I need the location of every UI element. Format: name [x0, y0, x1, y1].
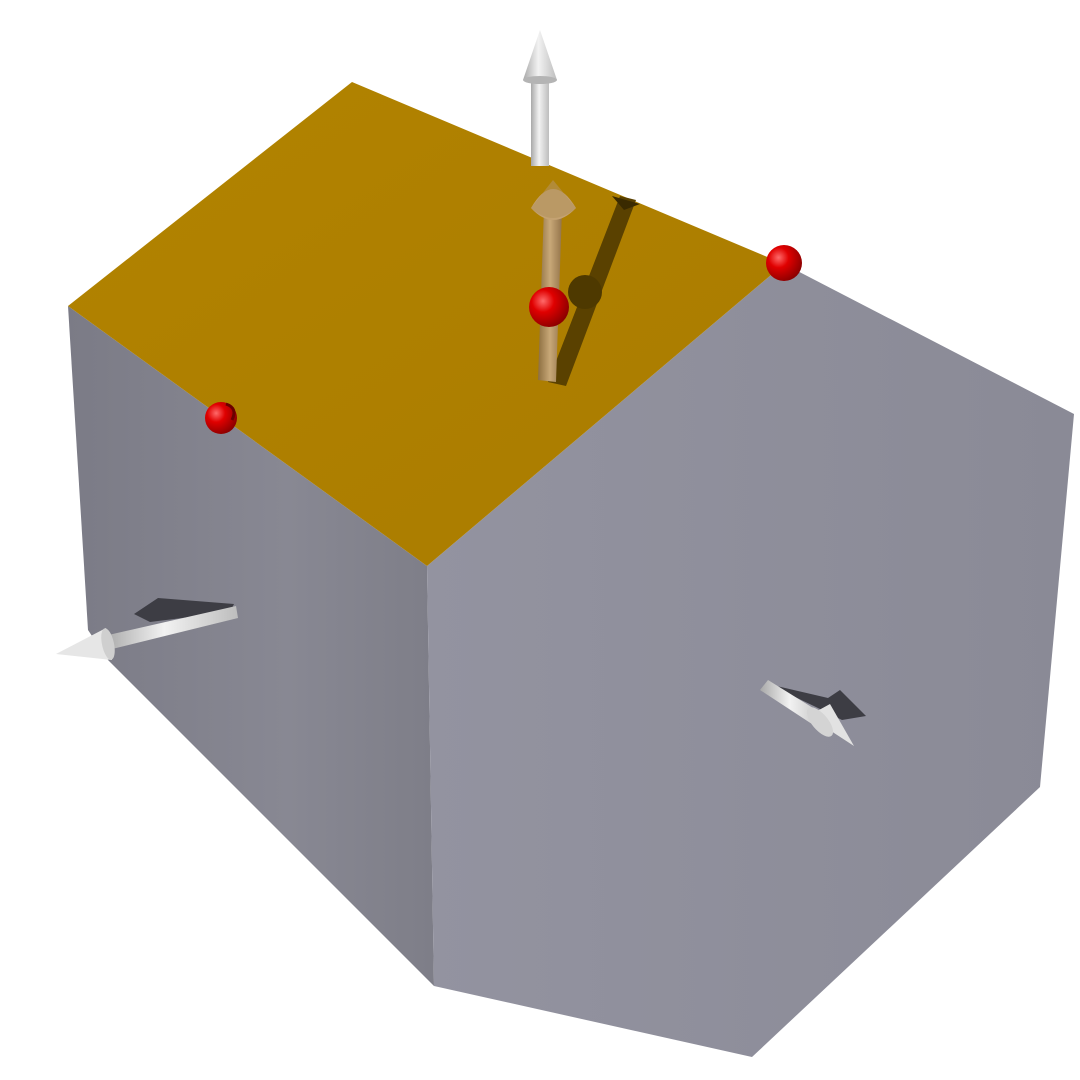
cube-mesh[interactable] [68, 82, 1074, 1057]
cube-face-right[interactable] [427, 264, 1074, 1057]
normal-arrow-right[interactable] [760, 680, 866, 746]
red-vertex-points[interactable] [205, 245, 802, 434]
cube-face-top[interactable] [68, 82, 784, 566]
cube-face-left[interactable] [68, 306, 434, 986]
vertex-point[interactable] [766, 245, 802, 281]
top-arrow-shadow [548, 196, 640, 386]
normal-arrow-left[interactable] [56, 598, 238, 661]
left-arrow-shadow [134, 598, 234, 622]
vertex-point[interactable] [205, 402, 237, 434]
right-arrow-shadow [768, 684, 866, 720]
vertex-point[interactable] [529, 287, 569, 327]
normal-arrow-top[interactable] [523, 30, 557, 166]
